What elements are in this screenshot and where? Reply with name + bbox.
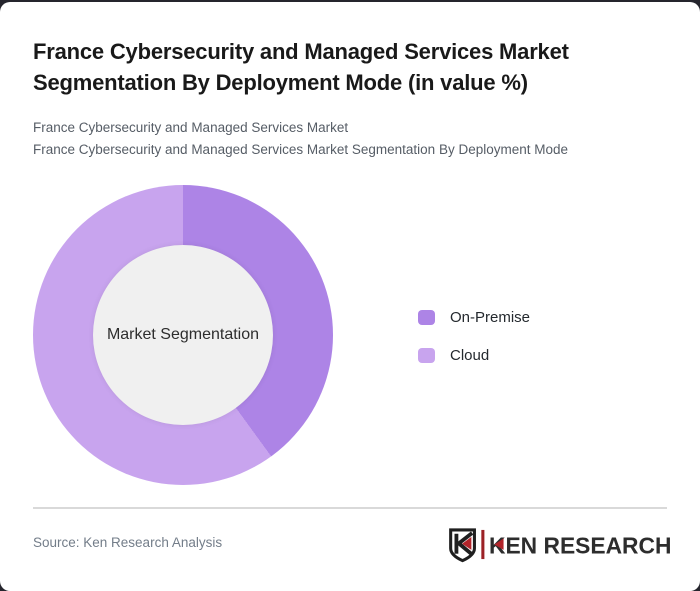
donut-chart: Market Segmentation — [33, 185, 333, 485]
source-note: Source: Ken Research Analysis — [33, 535, 223, 550]
legend-label: Cloud — [450, 346, 490, 364]
logo-separator — [481, 529, 485, 560]
chart-subtitle-line1: France Cybersecurity and Managed Service… — [33, 120, 349, 135]
shield-icon — [449, 528, 476, 563]
donut-center-label: Market Segmentation — [106, 326, 260, 343]
chart-subtitles: France Cybersecurity and Managed Service… — [33, 117, 673, 160]
footer-divider — [33, 507, 667, 509]
page-title: France Cybersecurity and Managed Service… — [33, 39, 569, 96]
legend-swatch — [418, 309, 435, 325]
shield-red-triangle — [462, 536, 472, 550]
svg-text:KEN RESEARCH: KEN RESEARCH — [489, 533, 671, 559]
legend-item-on-premise[interactable]: On-Premise — [418, 306, 530, 328]
ken-research-logo: KEN RESEARCH — [449, 528, 671, 563]
chart-subtitle-line2: France Cybersecurity and Managed Service… — [33, 141, 569, 157]
logo-wordmark: KEN RESEARCH — [489, 533, 671, 559]
legend-label: On-Premise — [450, 308, 531, 326]
legend-item-cloud[interactable]: Cloud — [418, 344, 530, 366]
donut-hole: Market Segmentation — [93, 245, 273, 425]
chart-legend: On-Premise Cloud — [418, 306, 530, 382]
wordmark-red-triangle — [494, 538, 504, 550]
legend-swatch — [418, 347, 435, 363]
